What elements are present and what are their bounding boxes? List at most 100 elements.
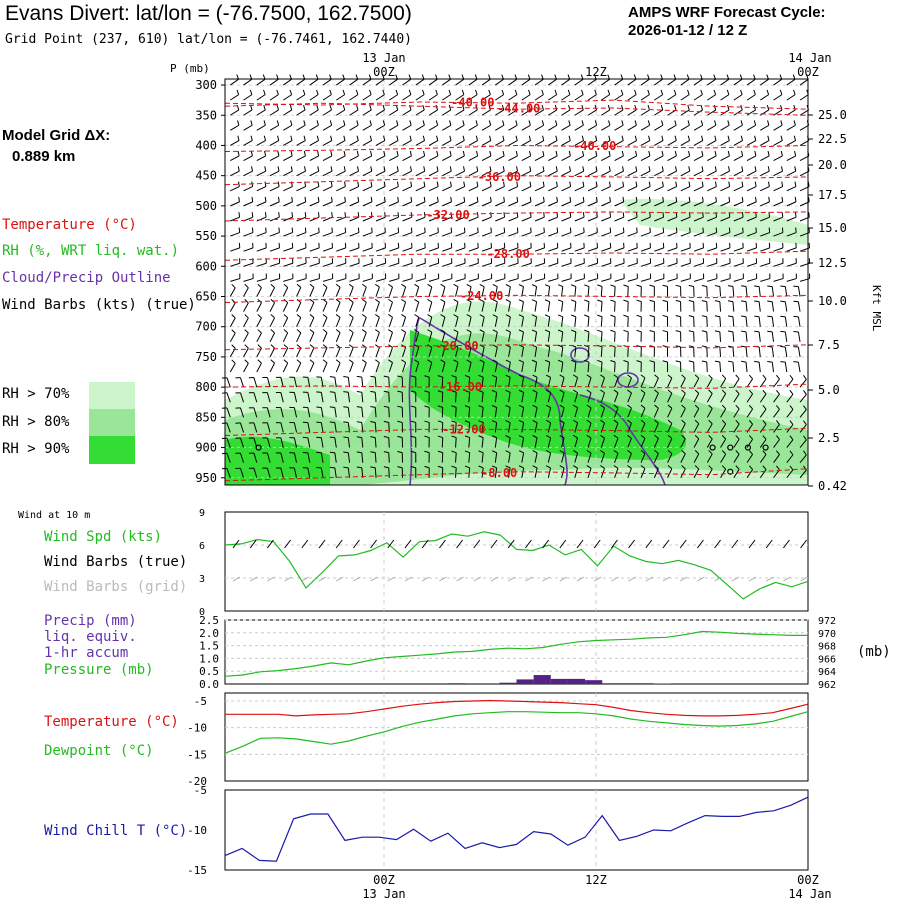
wind-barb-flag [257, 283, 262, 289]
wind-barb-flag [681, 434, 686, 439]
wind-barb [746, 393, 754, 403]
wind-barb [547, 346, 551, 357]
wind-barb [253, 422, 258, 433]
pressure-tick-label: 968 [818, 642, 836, 653]
wind-barb [494, 316, 498, 327]
wind-barb-flag [662, 196, 664, 202]
wind-barb [600, 331, 603, 342]
wind-barb [720, 378, 727, 388]
wind-barb [561, 201, 571, 207]
wind-barb-flag [781, 181, 784, 187]
wind-barb-flag [423, 181, 426, 187]
wind-barb [428, 332, 433, 342]
wind-barb [773, 78, 783, 86]
wind-barb-flag [329, 466, 335, 469]
wind-barb [667, 247, 678, 252]
wind-barb [574, 109, 584, 116]
wind-barb-flag [559, 404, 565, 409]
wind-barb-flag [582, 150, 585, 157]
wind-barb-flag [569, 166, 571, 172]
wind-barb-flag [291, 212, 294, 218]
wind-barb [760, 201, 770, 207]
isotherm-line [224, 427, 809, 436]
wind-barb [627, 201, 638, 207]
wind-barb [428, 201, 439, 207]
wind-barb [680, 262, 691, 267]
wind-barb [799, 124, 809, 131]
wind-barb-flag [304, 196, 307, 202]
wind-barb-flag [369, 135, 373, 141]
wind-barb [534, 94, 544, 101]
wind-barb [495, 94, 504, 101]
wind-barb [428, 232, 439, 237]
wind-barb [745, 286, 748, 297]
wind-barb [707, 94, 716, 101]
wind-barb [797, 331, 801, 342]
precip-bar [619, 683, 637, 684]
wind-barb-flag [531, 299, 537, 303]
wind-barb [680, 109, 690, 116]
wind-barb-flag [621, 135, 624, 141]
sfc-wind-barb-grid [507, 576, 516, 582]
wind-barb [548, 94, 557, 101]
wind-barb [415, 124, 425, 131]
isotherm-label: -8.00 [481, 466, 517, 480]
wind-barb [230, 155, 240, 162]
wind-barb-flag [370, 451, 376, 454]
wind-barb [283, 216, 293, 222]
wind-barb-flag [582, 166, 585, 172]
wind-barb [746, 94, 756, 101]
wind-barb [521, 124, 531, 131]
wind-barb [600, 453, 605, 463]
wind-barb [256, 317, 262, 327]
wind-barb [374, 392, 377, 403]
wind-barb [455, 186, 465, 192]
wind-barb-flag [714, 120, 717, 126]
wind-barb [280, 437, 284, 448]
wind-barb [587, 301, 590, 312]
wind-barb [693, 408, 700, 418]
wind-barb-flag [466, 299, 472, 303]
wind-barb [786, 454, 794, 463]
wind-barb-flag [370, 150, 373, 157]
wind-barb [280, 392, 284, 403]
wind-barb [293, 422, 298, 433]
wind-barb [773, 216, 784, 222]
wind-barb [653, 423, 659, 433]
wind-barb [548, 186, 558, 192]
wind-barb [494, 347, 498, 358]
wind-barb [266, 422, 271, 433]
wind-barb-flag [283, 344, 289, 349]
wind-barb-flag [667, 434, 673, 439]
wind-barb [349, 109, 359, 116]
wind-barb-flag [449, 150, 452, 157]
wind-barb [720, 453, 727, 463]
wind-barb [322, 201, 333, 207]
wind-barb [614, 124, 624, 131]
wind-barb-flag [401, 298, 406, 303]
wind-barb-flag [586, 450, 592, 454]
wind-barb [773, 170, 783, 177]
wind-barb [561, 247, 572, 252]
wind-barb-flag [291, 196, 293, 202]
wind-barb-flag [675, 196, 678, 202]
wind-barb [587, 346, 590, 357]
wind-barb [667, 232, 678, 237]
wind-barb [347, 467, 351, 478]
wind-barb-flag [309, 283, 315, 288]
wind-barb-flag [573, 404, 578, 409]
wind-barb [375, 186, 386, 192]
wind-barb-flag [647, 89, 650, 95]
model-grid-label: Model Grid ΔX: [2, 127, 111, 144]
wind-barb [375, 302, 380, 312]
wind-barb [374, 377, 377, 388]
wind-barb-flag [466, 329, 472, 333]
wind-barb-flag [440, 283, 446, 288]
wind-barb-flag [597, 314, 603, 318]
wind-barb-flag [754, 135, 757, 141]
precip-bar [636, 683, 654, 684]
wind-barb [415, 362, 420, 373]
wind-barb [494, 331, 498, 342]
wind-barb-flag [600, 434, 605, 439]
wind-barb [521, 262, 532, 267]
